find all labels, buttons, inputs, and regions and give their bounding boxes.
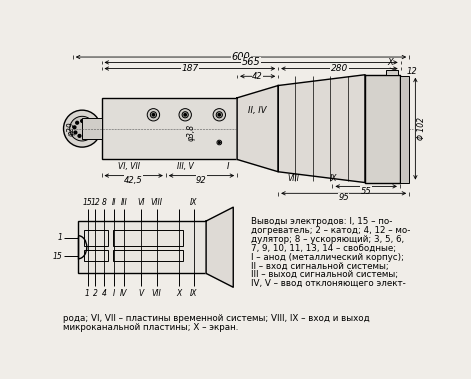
Text: 600: 600 <box>232 52 251 62</box>
Text: 42,5: 42,5 <box>124 176 143 185</box>
Circle shape <box>88 131 90 134</box>
Circle shape <box>147 109 160 121</box>
Text: 55: 55 <box>361 186 372 196</box>
Bar <box>82 118 101 139</box>
Text: III, V: III, V <box>177 162 194 171</box>
Text: 2: 2 <box>93 289 98 298</box>
Polygon shape <box>206 207 233 287</box>
Bar <box>84 250 108 261</box>
Text: VI: VI <box>137 198 145 207</box>
Text: VII: VII <box>152 289 162 298</box>
Text: II, IV: II, IV <box>248 106 267 116</box>
Circle shape <box>150 112 156 118</box>
Text: рода; VI, VII – пластины временной системы; VIII, IX – вход и выход: рода; VI, VII – пластины временной систе… <box>63 314 370 323</box>
Circle shape <box>89 126 91 129</box>
Text: I – анод (металлический корпус);: I – анод (металлический корпус); <box>251 253 404 262</box>
Circle shape <box>70 116 95 141</box>
Text: 565: 565 <box>242 58 260 67</box>
Circle shape <box>213 109 226 121</box>
Text: Выводы электродов: I, 15 – по-: Выводы электродов: I, 15 – по- <box>251 217 392 226</box>
Text: 95: 95 <box>338 193 349 202</box>
Circle shape <box>218 114 220 116</box>
Text: VI, VII: VI, VII <box>118 162 139 171</box>
Circle shape <box>216 112 222 118</box>
Circle shape <box>83 135 86 137</box>
Text: 15: 15 <box>53 252 63 261</box>
Text: II: II <box>112 198 116 207</box>
Circle shape <box>81 119 83 122</box>
Circle shape <box>182 112 188 118</box>
Text: Φ 102: Φ 102 <box>417 117 426 140</box>
Text: III – выход сигнальной системы;: III – выход сигнальной системы; <box>251 270 398 279</box>
Text: 15: 15 <box>83 198 92 207</box>
Text: II – вход сигнальной системы;: II – вход сигнальной системы; <box>251 262 389 271</box>
Bar <box>400 76 409 183</box>
Text: I: I <box>113 289 115 298</box>
Text: V: V <box>138 289 144 298</box>
Text: VIII: VIII <box>287 174 299 183</box>
Bar <box>84 230 108 246</box>
Text: догреватель; 2 – катод; 4, 12 – мо-: догреватель; 2 – катод; 4, 12 – мо- <box>251 226 410 235</box>
Text: 42: 42 <box>252 72 263 81</box>
Text: 7, 9, 10, 11, 13, 14 – свободные;: 7, 9, 10, 11, 13, 14 – свободные; <box>251 244 396 253</box>
Text: IX: IX <box>190 198 197 207</box>
Bar <box>113 250 183 261</box>
Text: IV: IV <box>120 289 128 298</box>
Text: микроканальной пластины; X – экран.: микроканальной пластины; X – экран. <box>63 323 238 332</box>
Text: 12: 12 <box>407 67 418 76</box>
Circle shape <box>73 126 76 129</box>
Text: 187: 187 <box>181 64 198 73</box>
Circle shape <box>179 109 191 121</box>
Text: I: I <box>227 162 229 171</box>
Text: 4: 4 <box>101 289 106 298</box>
Text: 12: 12 <box>90 198 100 207</box>
Text: IX: IX <box>330 174 338 183</box>
Circle shape <box>184 114 187 116</box>
Circle shape <box>152 114 154 116</box>
Bar <box>78 221 206 273</box>
Text: φ29: φ29 <box>67 121 76 136</box>
Polygon shape <box>237 86 278 172</box>
Text: 8: 8 <box>101 198 106 207</box>
Circle shape <box>219 142 220 143</box>
Circle shape <box>64 110 101 147</box>
Bar <box>101 98 237 160</box>
Text: 92: 92 <box>196 176 207 185</box>
Circle shape <box>74 131 77 134</box>
Polygon shape <box>278 75 365 183</box>
Circle shape <box>76 121 79 124</box>
Text: φ3,8: φ3,8 <box>187 124 196 141</box>
Text: 280: 280 <box>331 64 348 73</box>
Text: IV, V – ввод отклоняющего элект-: IV, V – ввод отклоняющего элект- <box>251 279 406 288</box>
Circle shape <box>86 121 89 124</box>
Text: IX: IX <box>190 289 197 298</box>
Polygon shape <box>365 75 400 183</box>
Text: 1: 1 <box>85 289 90 298</box>
Circle shape <box>78 135 81 137</box>
Circle shape <box>217 140 222 145</box>
Text: X: X <box>176 289 182 298</box>
Text: дулятор; 8 – ускоряющий; 3, 5, 6,: дулятор; 8 – ускоряющий; 3, 5, 6, <box>251 235 404 244</box>
Bar <box>386 70 398 75</box>
Text: VIII: VIII <box>151 198 162 207</box>
Bar <box>113 230 183 246</box>
Text: III: III <box>121 198 127 207</box>
Text: 1: 1 <box>58 233 63 243</box>
Text: X: X <box>387 58 393 67</box>
